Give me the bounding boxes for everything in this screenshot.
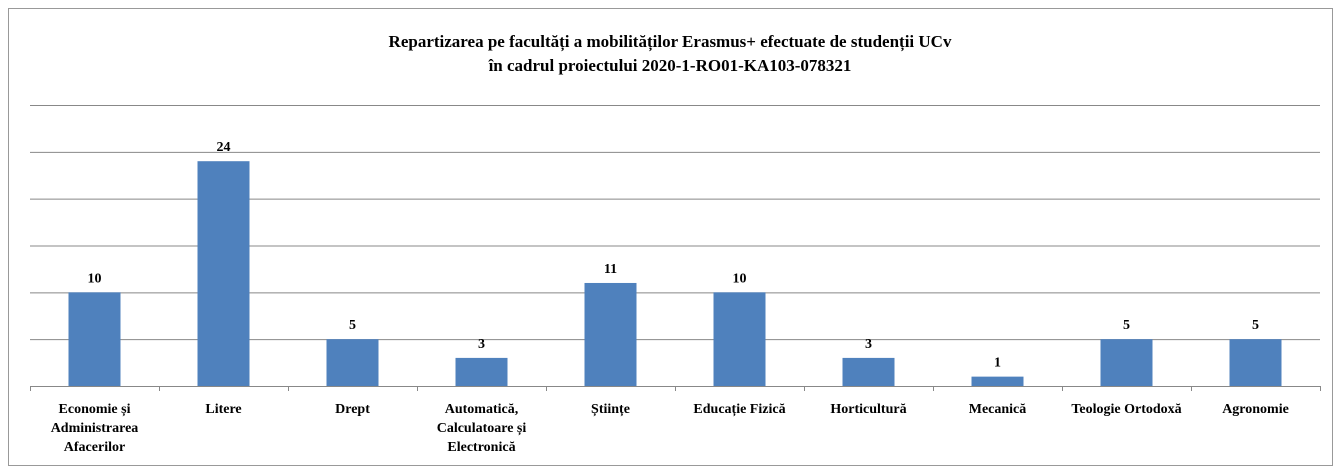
bar [197, 161, 250, 386]
value-label: 10 [733, 271, 747, 286]
x-tick-label: Economie și Administrarea Afacerilor [50, 402, 139, 455]
bar [971, 376, 1024, 386]
x-tick-label: Educație Fizică [693, 402, 786, 417]
value-label: 5 [1123, 318, 1130, 333]
chart-title: Repartizarea pe facultăți a mobilitățilo… [389, 32, 952, 52]
value-label: 1 [994, 356, 1001, 371]
bar [1229, 339, 1282, 386]
chart-subtitle: în cadrul proiectului 2020-1-RO01-KA103-… [488, 56, 852, 75]
x-tick-label: Automatică, Calculatoare și Electronică [436, 402, 527, 455]
value-label: 3 [865, 337, 872, 352]
value-label: 5 [349, 318, 356, 333]
value-label: 10 [88, 271, 102, 286]
x-tick-label: Teologie Ortodoxă [1071, 402, 1182, 417]
bar [68, 292, 121, 386]
x-tick-label: Drept [335, 402, 370, 417]
bar [713, 292, 766, 386]
value-label: 3 [478, 337, 485, 352]
x-tick-label: Agronomie [1222, 402, 1289, 417]
bar [1100, 339, 1153, 386]
value-label: 5 [1252, 318, 1259, 333]
x-tick-label: Mecanică [968, 402, 1027, 417]
bar [326, 339, 379, 386]
value-label: 11 [604, 262, 617, 277]
x-tick-label: Horticultură [830, 402, 907, 417]
bar [455, 357, 508, 386]
value-label: 24 [217, 140, 231, 155]
bar [584, 282, 637, 386]
x-tick-label: Litere [205, 402, 242, 417]
x-tick-label: Științe [591, 402, 630, 417]
bar [842, 357, 895, 386]
